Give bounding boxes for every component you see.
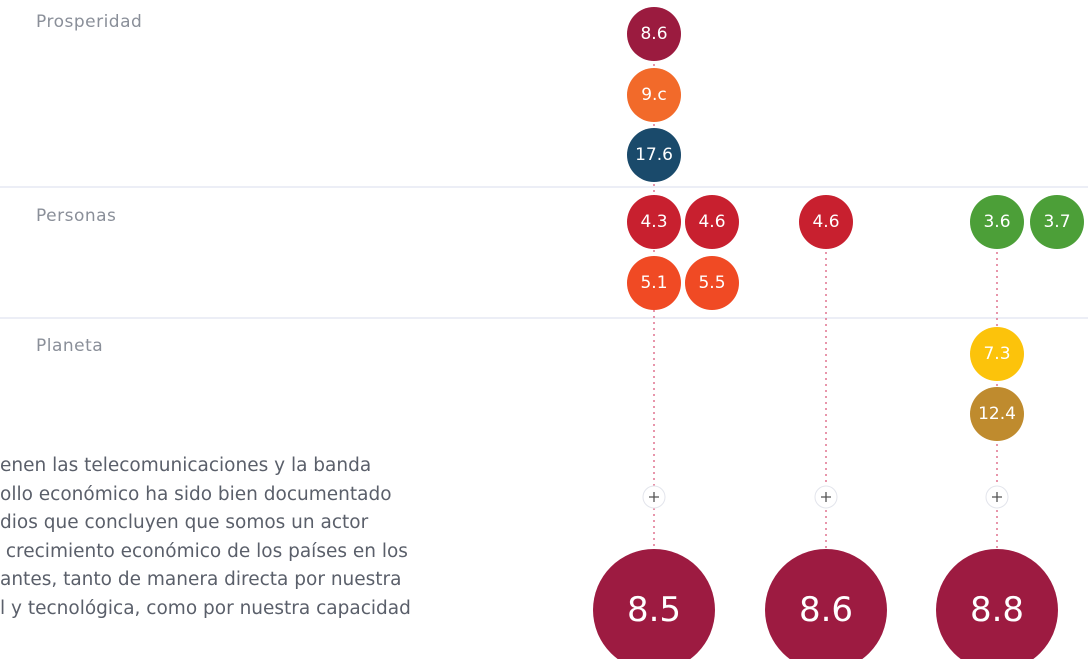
- goal-badge: [627, 195, 681, 249]
- goal-value: 4.6: [812, 212, 839, 232]
- paragraph: enen las telecomunicaciones y la banda ol…: [0, 452, 560, 623]
- goal-badge: [685, 195, 739, 249]
- goal-value: 12.4: [978, 404, 1016, 424]
- paragraph-line: ollo económico ha sido bien documentado: [0, 483, 392, 505]
- goal-value: 17.6: [635, 145, 673, 165]
- total-value: 8.6: [799, 590, 853, 630]
- goal-value: 3.7: [1043, 212, 1070, 232]
- paragraph-line: crecimiento económico de los países en l…: [0, 540, 408, 562]
- total-value: 8.8: [970, 590, 1024, 630]
- paragraph-line: enen las telecomunicaciones y la banda: [0, 455, 372, 476]
- goal-badge: [1030, 195, 1084, 249]
- plus-icon: [992, 492, 1002, 502]
- row-label: Planeta: [36, 336, 103, 356]
- plus-icon: [649, 492, 659, 502]
- goal-value: 4.6: [698, 212, 725, 232]
- goal-badge: [970, 327, 1024, 381]
- row-label: Personas: [36, 206, 116, 226]
- goal-badge: [970, 387, 1024, 441]
- paragraph-line: antes, tanto de manera directa por nuest…: [0, 569, 402, 590]
- goal-value: 5.1: [640, 273, 667, 293]
- total-badge: [765, 549, 887, 659]
- goal-value: 9.c: [641, 85, 667, 105]
- goal-badge: [627, 128, 681, 182]
- total-badge: [936, 549, 1058, 659]
- total-badge: [593, 549, 715, 659]
- goal-value: 3.6: [983, 212, 1010, 232]
- goal-badge: [799, 195, 853, 249]
- plus-icon: [821, 492, 831, 502]
- goal-value: 4.3: [640, 212, 667, 232]
- total-value: 8.5: [627, 590, 681, 630]
- goal-badge: [627, 68, 681, 122]
- goal-value: 5.5: [698, 273, 725, 293]
- paragraph-line: l y tecnológica, como por nuestra capaci…: [0, 597, 411, 619]
- goal-value: 7.3: [983, 344, 1010, 364]
- row-label: Prosperidad: [36, 12, 142, 32]
- goal-badge: [685, 256, 739, 310]
- goal-value: 8.6: [640, 24, 667, 44]
- paragraph-line: dios que concluyen que somos un actor: [0, 512, 369, 533]
- goal-badge: [627, 256, 681, 310]
- goal-badge: [970, 195, 1024, 249]
- goal-badge: [627, 7, 681, 61]
